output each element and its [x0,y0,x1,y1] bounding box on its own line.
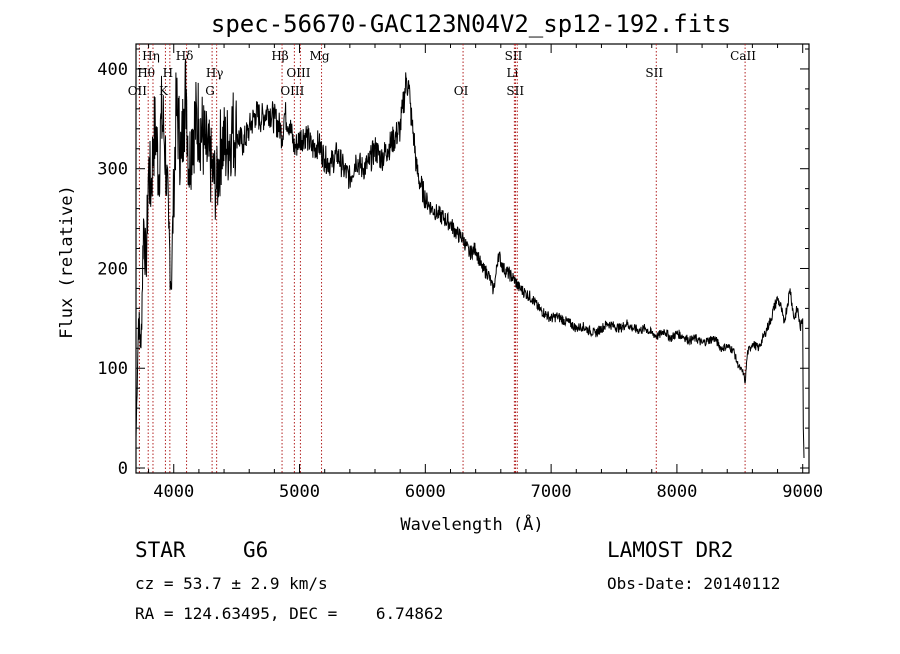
x-tick-label: 8000 [656,482,697,502]
spectral-line-label: CaII [730,49,756,63]
spectral-lines-layer: OIIHθHηKHHδGHγHβOIIIOIIIMgOILiSIISIISIIC… [128,44,756,473]
series-layer [135,58,805,459]
object-class: STAR [135,538,186,562]
y-tick-label: 200 [97,259,128,279]
redshift-readout: cz = 53.7 ± 2.9 km/s [135,574,328,593]
spectral-line-label: Hδ [176,49,194,63]
x-axis-label: Wavelength (Å) [400,513,543,535]
chart-title: spec-56670-GAC123N04V2_sp12-192.fits [211,10,731,38]
spectral-line-label: OI [454,84,469,98]
spectrum-series-line [135,58,805,459]
coordinates-readout: RA = 124.63495, DEC = 6.74862 [135,604,444,623]
spectral-line-label: OIII [286,66,310,80]
x-tick-label: 6000 [405,482,446,502]
obs-date: Obs-Date: 20140112 [607,574,781,593]
y-tick-label: 0 [118,459,128,479]
spectral-line-label: SII [505,49,523,63]
y-axis-label: Flux (relative) [57,185,77,339]
spectral-line-label: Hθ [137,66,155,80]
y-tick-label: 100 [97,359,128,379]
spectral-line-label: OIII [280,84,304,98]
spectral-line-label: Hβ [271,49,288,63]
x-tick-label: 7000 [531,482,572,502]
x-tick-label: 9000 [782,482,823,502]
plot-frame [135,43,810,474]
spectral-line-label: SII [645,66,663,80]
spectral-line-label: OII [128,84,148,98]
spectral-line-label: H [163,66,173,80]
spectral-line-label: SII [506,84,524,98]
spectral-line-label: K [159,84,169,98]
spectral-line-label: Hγ [206,66,224,80]
object-subclass: G6 [243,538,269,562]
x-tick-label: 5000 [279,482,320,502]
survey-name: LAMOST DR2 [607,538,734,562]
spectral-line-label: Mg [310,49,330,63]
y-tick-label: 400 [97,60,128,80]
y-tick-label: 300 [97,160,128,180]
axis-ticks-layer: 4000 5000 6000 7000 8000 9000 0 100 200 300 400 [97,44,823,502]
spectral-line-label: G [205,84,215,98]
spectral-line-label: Hη [142,49,160,63]
x-tick-label: 4000 [153,482,194,502]
spectral-line-label: Li [506,66,518,80]
